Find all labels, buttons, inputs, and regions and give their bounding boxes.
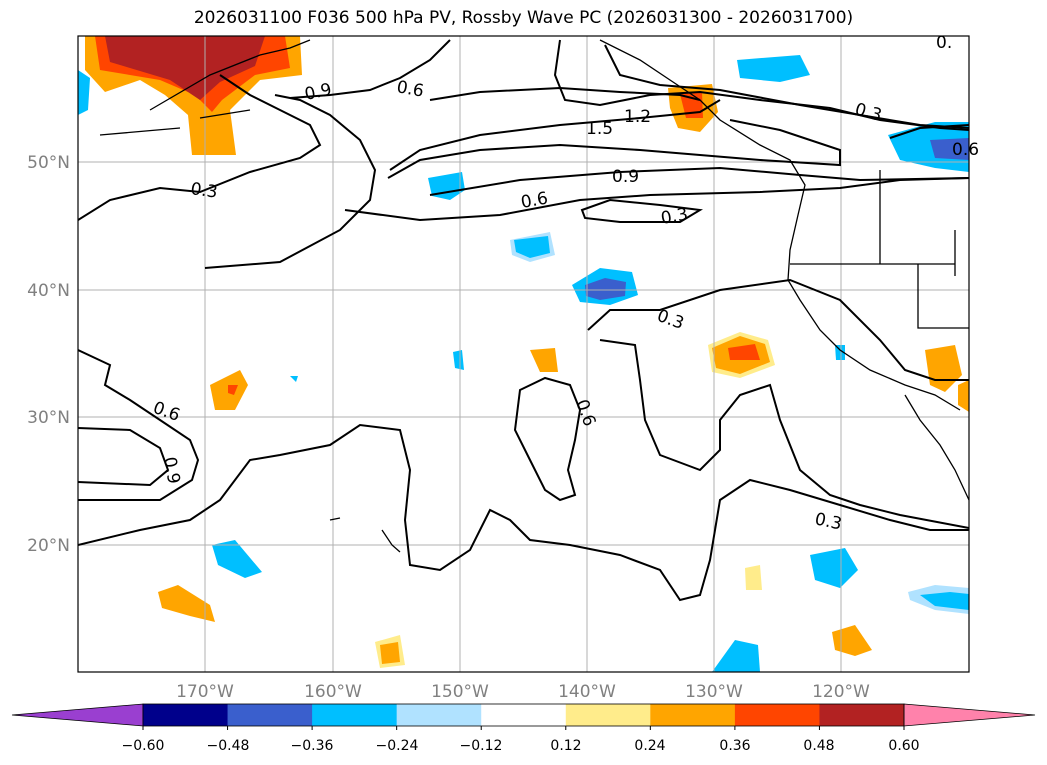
colorbar-segment — [481, 704, 567, 726]
lon-label-140w: 140°W — [558, 682, 616, 702]
colorbar — [11, 703, 1036, 730]
coastlines — [99, 39, 969, 553]
lon-label-160w: 160°W — [304, 682, 362, 702]
contour-label: 0.3 — [659, 205, 689, 229]
colorbar-segment — [227, 704, 313, 726]
colorbar-segment — [143, 704, 229, 726]
colorbar-tick-labels: −0.60 −0.48 −0.36 −0.24 −0.12 0.12 0.24 … — [122, 738, 920, 754]
contour-labels: 0.6 0.9 1.2 1.5 0.9 0.6 0.3 0.3 0.3 0.6 … — [150, 33, 979, 535]
contour-label: 0. — [936, 33, 952, 53]
colorbar-tick-label: 0.60 — [888, 738, 919, 754]
contour-label: 1.5 — [586, 119, 613, 139]
colorbar-tick-label: −0.60 — [122, 738, 165, 754]
colorbar-tick-label: −0.24 — [376, 738, 419, 754]
contour-label: 0.6 — [150, 398, 182, 426]
longitude-labels: 170°W 160°W 150°W 140°W 130°W 120°W — [176, 682, 870, 702]
lon-label-120w: 120°W — [812, 682, 870, 702]
colorbar-segment — [734, 704, 820, 726]
colorbar-segment — [650, 704, 736, 726]
contour-label: 0.6 — [952, 140, 979, 160]
colorbar-tick-label: 0.48 — [803, 738, 834, 754]
lon-label-150w: 150°W — [431, 682, 489, 702]
lat-label-40n: 40°N — [27, 281, 70, 301]
contour-label: 0.6 — [395, 77, 425, 101]
colorbar-segment — [819, 704, 905, 726]
colorbar-tick-label: −0.36 — [291, 738, 334, 754]
map-title: 2026031100 F036 500 hPa PV, Rossby Wave … — [193, 8, 854, 28]
colorbar-tick-label: 0.36 — [719, 738, 750, 754]
colorbar-extend-max — [903, 703, 1036, 727]
contour-label: 0.6 — [519, 189, 549, 213]
contour-label: 0.9 — [612, 167, 639, 187]
contour-label: 0.3 — [853, 100, 884, 126]
lon-label-170w: 170°W — [176, 682, 234, 702]
colorbar-extend-min — [11, 703, 144, 727]
colorbar-tick-label: 0.12 — [550, 738, 581, 754]
lat-label-50n: 50°N — [27, 153, 70, 173]
pv-anomaly-fill — [78, 36, 969, 672]
graticule — [78, 36, 969, 672]
contour-label: 0.3 — [189, 179, 219, 203]
contour-label: 0.6 — [571, 397, 599, 429]
colorbar-tick-label: −0.12 — [460, 738, 503, 754]
contour-label: 1.2 — [624, 107, 651, 127]
colorbar-tick-label: 0.24 — [634, 738, 665, 754]
map-frame — [77, 35, 970, 673]
colorbar-tick-label: −0.48 — [207, 738, 250, 754]
colorbar-frame — [142, 703, 905, 727]
lon-label-130w: 130°W — [685, 682, 743, 702]
contour-label: 0.9 — [159, 455, 183, 485]
colorbar-segment — [396, 704, 482, 726]
lat-label-20n: 20°N — [27, 536, 70, 556]
colorbar-segment — [565, 704, 651, 726]
pv-contours — [78, 39, 969, 602]
contour-label: 0.3 — [654, 306, 686, 334]
latitude-labels: 50°N 40°N 30°N 20°N — [27, 153, 70, 556]
contour-label: 0.3 — [813, 509, 844, 534]
lat-label-30n: 30°N — [27, 408, 70, 428]
colorbar-segment — [312, 704, 398, 726]
contour-label: 0.9 — [303, 80, 334, 105]
